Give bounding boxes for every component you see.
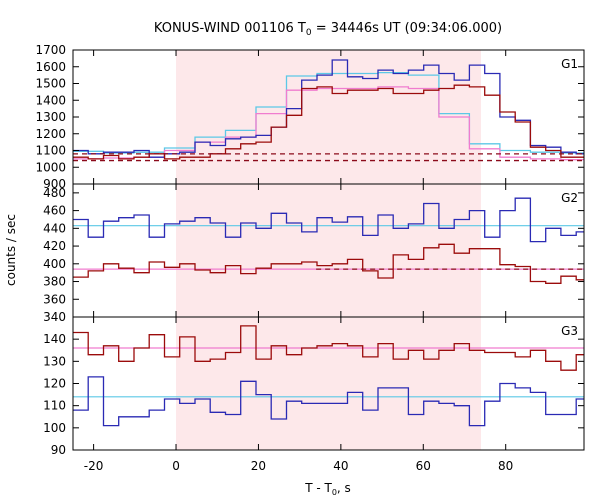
series-g2-blue bbox=[73, 197, 584, 243]
title-rest: = 34446s UT (09:34:06.000) bbox=[312, 21, 502, 36]
x-tick-label: 80 bbox=[498, 459, 513, 473]
y-tick-label: 1100 bbox=[35, 144, 66, 158]
y-tick-label: 1600 bbox=[35, 60, 66, 74]
y-axis-label: counts / sec bbox=[4, 214, 18, 286]
y-tick-label: 120 bbox=[43, 377, 66, 391]
y-tick-label: 480 bbox=[43, 186, 66, 200]
y-tick-label: 400 bbox=[43, 257, 66, 271]
xlabel-subscript: 0 bbox=[332, 488, 337, 497]
panel-series bbox=[73, 197, 584, 284]
series-g2-red bbox=[73, 243, 584, 284]
x-tick-label: 0 bbox=[172, 459, 180, 473]
panel-g1 bbox=[73, 59, 584, 162]
y-tick-label: 420 bbox=[43, 239, 66, 253]
title-subscript: 0 bbox=[306, 28, 312, 38]
y-tick-label: 380 bbox=[43, 275, 66, 289]
y-tick-label: 100 bbox=[43, 421, 66, 435]
chart-title: KONUS-WIND 001106 T0 = 34446s UT (09:34:… bbox=[154, 21, 502, 38]
y-tick-label: 360 bbox=[43, 292, 66, 306]
y-tick-label: 1200 bbox=[35, 127, 66, 141]
y-tick-label: 1500 bbox=[35, 77, 66, 91]
panel-label-g2: G2 bbox=[561, 191, 578, 205]
title-main: KONUS-WIND 001106 T bbox=[154, 21, 306, 36]
y-tick-label: 90 bbox=[51, 443, 66, 457]
panel-series bbox=[73, 59, 584, 162]
y-tick-label: 1300 bbox=[35, 110, 66, 124]
x-tick-label: 40 bbox=[333, 459, 348, 473]
y-tick-label: 1700 bbox=[35, 43, 66, 57]
panel-label-g3: G3 bbox=[561, 324, 578, 338]
y-tick-label: 1000 bbox=[35, 160, 66, 174]
y-tick-label: 460 bbox=[43, 204, 66, 218]
y-tick-label: 440 bbox=[43, 221, 66, 235]
y-tick-label: 1400 bbox=[35, 93, 66, 107]
series-g3-blue bbox=[73, 376, 584, 427]
panel-label-g1: G1 bbox=[561, 57, 578, 71]
x-axis-label: T - T0, s bbox=[304, 481, 351, 497]
x-tick-label: 60 bbox=[416, 459, 431, 473]
y-tick-label: 110 bbox=[43, 399, 66, 413]
burst-interval-shade bbox=[176, 50, 481, 450]
series-g3-red bbox=[73, 325, 584, 371]
x-tick-label: -20 bbox=[84, 459, 104, 473]
panel-g2 bbox=[73, 197, 584, 284]
xlabel-rest: , s bbox=[337, 481, 351, 495]
y-tick-label: 340 bbox=[43, 310, 66, 324]
xlabel-main: T - T bbox=[304, 481, 332, 495]
panel-series bbox=[73, 325, 584, 427]
x-tick-label: 20 bbox=[251, 459, 266, 473]
y-tick-label: 900 bbox=[43, 177, 66, 191]
panel-g3 bbox=[73, 325, 584, 427]
y-tick-label: 130 bbox=[43, 354, 66, 368]
y-tick-label: 140 bbox=[43, 332, 66, 346]
